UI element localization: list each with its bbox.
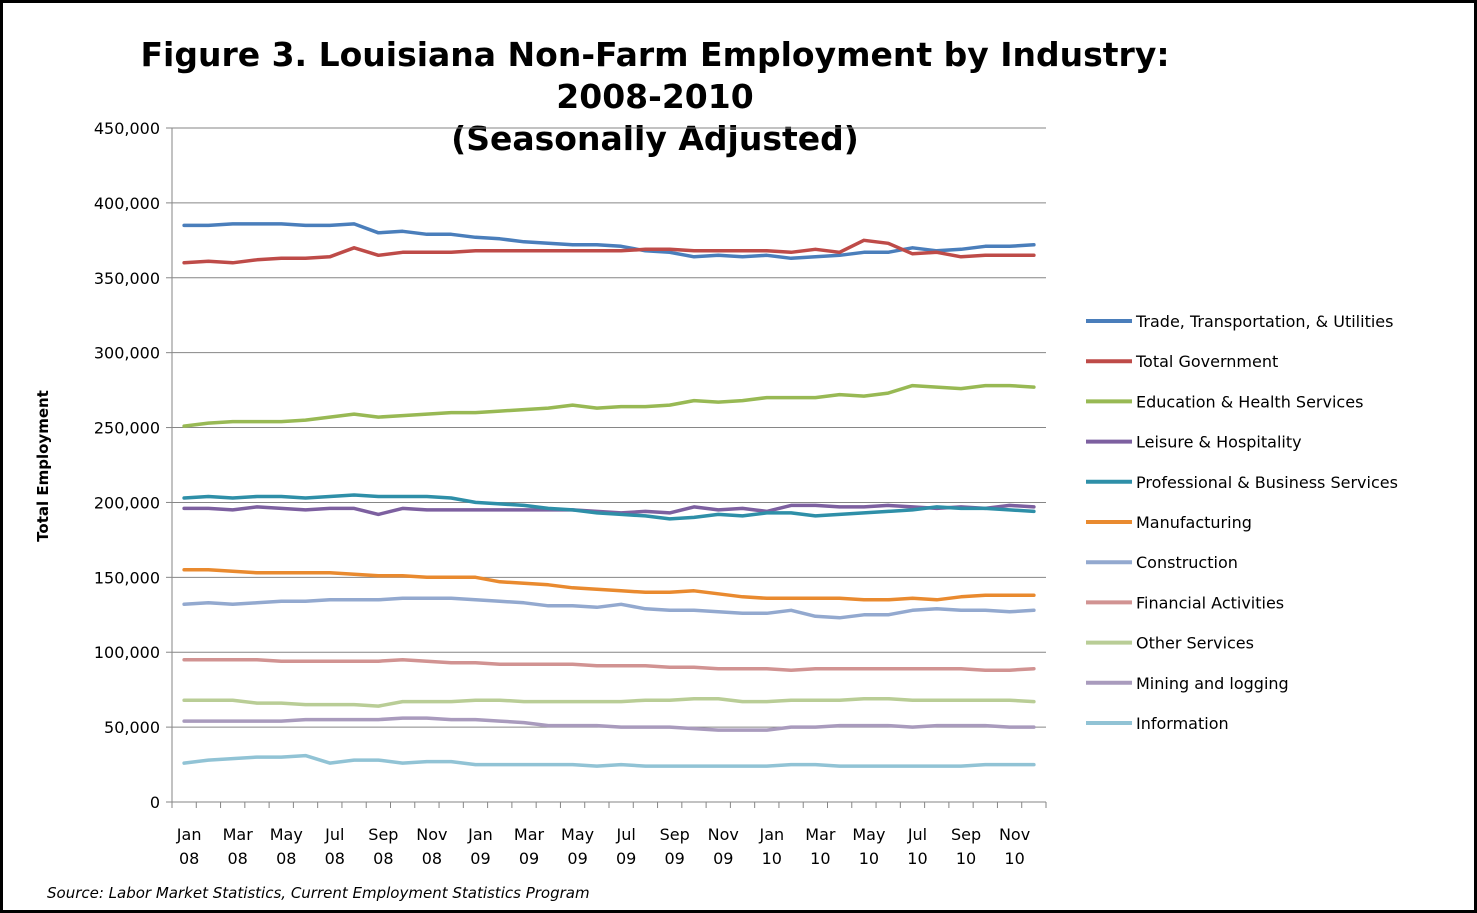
legend-label: Mining and logging: [1136, 674, 1289, 693]
x-tick-month: Mar: [223, 825, 254, 844]
x-tick-label: Nov 10: [999, 825, 1030, 868]
legend-label: Financial Activities: [1136, 593, 1284, 612]
series-line-9: [182, 716, 1036, 732]
series-line-10: [182, 753, 1036, 768]
series-line-0: [182, 222, 1036, 261]
x-tick-label: May 09: [561, 825, 594, 868]
x-tick-month: Jul: [324, 825, 344, 844]
series-line-4: [182, 493, 1036, 521]
x-tick-year: 08: [325, 849, 345, 868]
legend-label: Leisure & Hospitality: [1136, 433, 1302, 452]
y-tick-label: 450,000: [94, 119, 160, 138]
y-tick-label: 350,000: [94, 269, 160, 288]
x-tick-month: Nov: [416, 825, 447, 844]
x-tick-month: May: [270, 825, 303, 844]
x-tick-label: Mar 09: [514, 825, 545, 868]
x-tick-month: May: [561, 825, 594, 844]
series-line-5: [182, 568, 1036, 602]
x-tick-year: 08: [373, 849, 393, 868]
series-lines: [182, 222, 1036, 768]
x-tick-year: 10: [907, 849, 927, 868]
y-tick-label: 100,000: [94, 643, 160, 662]
legend-label: Trade, Transportation, & Utilities: [1135, 312, 1393, 331]
x-tick-label: Nov 09: [708, 825, 739, 868]
x-tick-month: Nov: [708, 825, 739, 844]
legend-label: Information: [1136, 714, 1229, 733]
y-tick-label: 150,000: [94, 568, 160, 587]
x-tick-label: Jul 09: [615, 825, 636, 868]
y-tick-label: 400,000: [94, 194, 160, 213]
x-tick-label: Jul 10: [907, 825, 928, 868]
x-tick-label: Jan 10: [758, 825, 784, 868]
x-tick-year: 09: [470, 849, 490, 868]
x-tick-month: Sep: [951, 825, 981, 844]
y-axis-label: Total Employment: [34, 390, 52, 542]
x-tick-year: 09: [713, 849, 733, 868]
series-line-7: [182, 657, 1036, 672]
y-tick-label: 0: [150, 793, 160, 812]
chart-title-line-1: Figure 3. Louisiana Non-Farm Employment …: [140, 35, 1170, 116]
x-tick-label: Sep 09: [660, 825, 690, 868]
x-tick-month: Jan: [176, 825, 202, 844]
x-tick-month: Jul: [907, 825, 927, 844]
x-tick-year: 09: [665, 849, 685, 868]
x-tick-month: Mar: [805, 825, 836, 844]
x-tick-month: May: [852, 825, 885, 844]
x-tick-month: Jan: [758, 825, 784, 844]
legend: Trade, Transportation, & Utilities Total …: [1086, 312, 1398, 733]
x-tick-month: Sep: [660, 825, 690, 844]
x-tick-label: Sep 08: [368, 825, 398, 868]
y-tick-label: 50,000: [104, 718, 160, 737]
x-tick-label: Nov 08: [416, 825, 447, 868]
legend-label: Professional & Business Services: [1136, 473, 1398, 492]
gridlines: [172, 127, 1046, 728]
y-tick-label: 250,000: [94, 419, 160, 438]
legend-label: Construction: [1136, 553, 1238, 572]
x-tick-year: 10: [1004, 849, 1024, 868]
y-tick-label: 300,000: [94, 344, 160, 363]
x-tick-label: Jul 08: [324, 825, 345, 868]
x-tick-year: 10: [762, 849, 782, 868]
series-line-1: [182, 238, 1036, 265]
x-tick-month: Jan: [467, 825, 493, 844]
x-tick-label: May 10: [852, 825, 885, 868]
x-tick-month: Mar: [514, 825, 545, 844]
x-tick-year: 09: [616, 849, 636, 868]
legend-label: Manufacturing: [1136, 513, 1252, 532]
x-tick-year: 08: [276, 849, 296, 868]
chart-title-line-2: (Seasonally Adjusted): [451, 119, 859, 158]
legend-label: Other Services: [1136, 634, 1254, 653]
legend-label: Total Government: [1135, 352, 1278, 371]
x-tick-label: May 08: [270, 825, 303, 868]
x-tick-year: 08: [422, 849, 442, 868]
y-tick-label: 200,000: [94, 493, 160, 512]
axes: 0 50,000 100,000 150,000 200,000 250,000 300,0…: [94, 119, 1047, 868]
x-tick-year: 08: [179, 849, 199, 868]
series-line-6: [182, 596, 1036, 620]
series-line-8: [182, 696, 1036, 708]
series-line-2: [182, 383, 1036, 428]
x-tick-label: Jan 08: [176, 825, 202, 868]
x-tick-year: 10: [859, 849, 879, 868]
x-tick-label: Mar 10: [805, 825, 836, 868]
chart-title: Figure 3. Louisiana Non-Farm Employment …: [100, 34, 1210, 160]
source-note: Source: Labor Market Statistics, Current…: [47, 884, 590, 902]
legend-label: Education & Health Services: [1136, 392, 1363, 411]
x-tick-year: 10: [810, 849, 830, 868]
x-tick-label: Jan 09: [467, 825, 493, 868]
x-tick-month: Sep: [368, 825, 398, 844]
x-tick-month: Jul: [615, 825, 635, 844]
x-tick-year: 10: [956, 849, 976, 868]
x-tick-year: 09: [567, 849, 587, 868]
x-tick-label: Sep 10: [951, 825, 981, 868]
x-tick-month: Nov: [999, 825, 1030, 844]
x-tick-label: Mar 08: [223, 825, 254, 868]
x-tick-year: 08: [228, 849, 248, 868]
x-tick-year: 09: [519, 849, 539, 868]
